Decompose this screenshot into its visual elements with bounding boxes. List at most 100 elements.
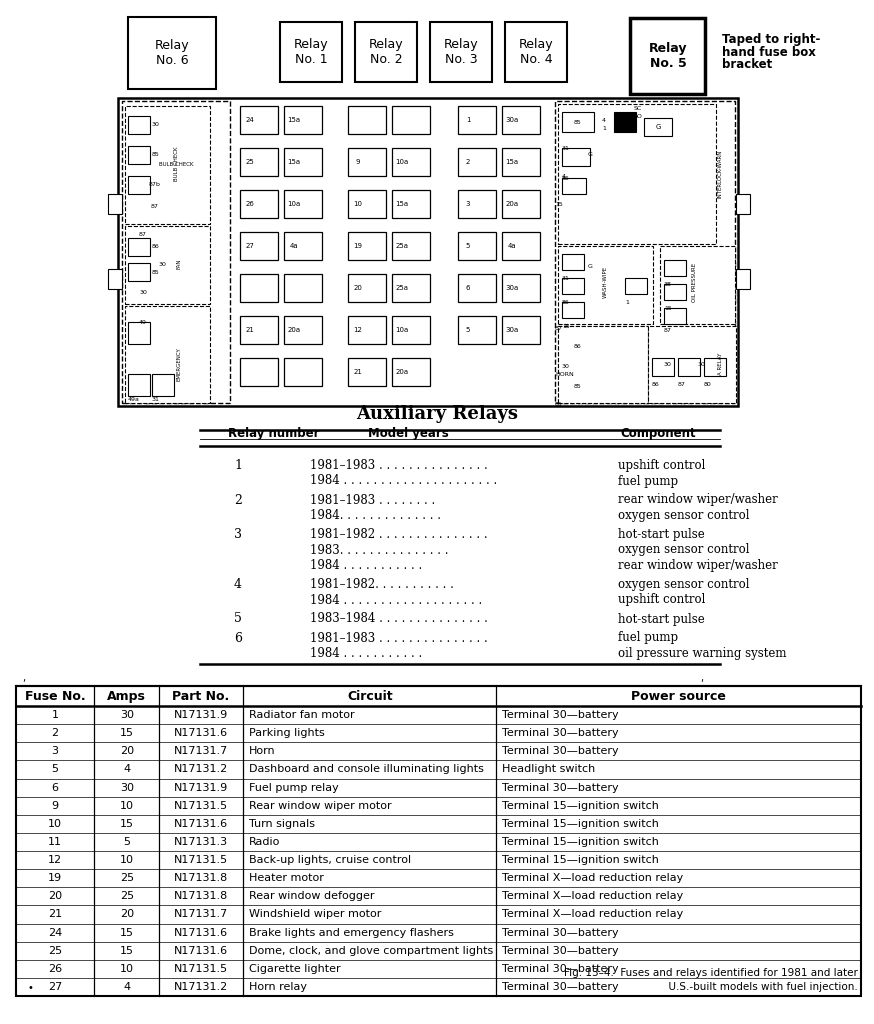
Text: N17131.9: N17131.9 xyxy=(174,782,228,793)
Text: 4: 4 xyxy=(123,982,130,992)
Text: Part No.: Part No. xyxy=(172,689,230,702)
Text: A RELAY: A RELAY xyxy=(718,353,723,375)
Bar xyxy=(562,254,584,270)
Bar xyxy=(652,358,674,376)
Text: Relay
No. 4: Relay No. 4 xyxy=(518,38,553,66)
Bar xyxy=(108,269,122,289)
Bar xyxy=(736,269,750,289)
Text: 27: 27 xyxy=(48,982,62,992)
Bar xyxy=(458,190,496,218)
Bar xyxy=(625,278,647,294)
Text: 4: 4 xyxy=(562,174,566,179)
Text: Brake lights and emergency flashers: Brake lights and emergency flashers xyxy=(249,928,454,938)
Text: 20: 20 xyxy=(120,909,134,920)
Text: 3: 3 xyxy=(466,201,470,207)
Bar xyxy=(122,101,230,403)
Text: 6: 6 xyxy=(234,632,242,644)
Text: N17131.5: N17131.5 xyxy=(174,855,228,865)
Text: 6: 6 xyxy=(52,782,59,793)
Text: 10: 10 xyxy=(120,801,134,811)
Text: 9: 9 xyxy=(52,801,59,811)
Bar xyxy=(686,355,716,375)
Text: Terminal X—load reduction relay: Terminal X—load reduction relay xyxy=(503,891,683,901)
Bar xyxy=(128,263,150,281)
Text: 21: 21 xyxy=(48,909,62,920)
Text: 1: 1 xyxy=(602,126,606,130)
Text: BULB CHECK: BULB CHECK xyxy=(159,162,193,167)
Bar xyxy=(562,278,584,294)
Text: N17131.7: N17131.7 xyxy=(174,909,228,920)
Bar xyxy=(16,686,861,996)
Text: Headlight switch: Headlight switch xyxy=(503,765,596,774)
Text: 87b: 87b xyxy=(149,182,161,187)
Text: 2: 2 xyxy=(234,494,242,507)
Text: 25a: 25a xyxy=(396,285,408,291)
Text: Radiator fan motor: Radiator fan motor xyxy=(249,710,355,720)
Bar xyxy=(664,308,686,324)
Text: 49a: 49a xyxy=(128,397,140,402)
Text: Rear window wiper motor: Rear window wiper motor xyxy=(249,801,392,811)
Text: 20a: 20a xyxy=(505,201,518,207)
Text: Relay
No. 1: Relay No. 1 xyxy=(294,38,329,66)
Text: 20a: 20a xyxy=(288,327,301,333)
Bar xyxy=(502,316,540,344)
Text: upshift control: upshift control xyxy=(618,459,705,472)
Text: 15: 15 xyxy=(120,728,134,738)
Bar xyxy=(558,326,648,403)
Text: Relay
No. 3: Relay No. 3 xyxy=(444,38,478,66)
Text: hot-start pulse: hot-start pulse xyxy=(618,528,704,541)
Text: Fuel pump relay: Fuel pump relay xyxy=(249,782,339,793)
Text: 21: 21 xyxy=(246,327,254,333)
Bar xyxy=(392,274,430,302)
Text: SC: SC xyxy=(634,105,642,111)
Bar xyxy=(240,232,278,260)
Text: 30: 30 xyxy=(139,290,147,295)
Text: 4: 4 xyxy=(123,765,130,774)
Bar xyxy=(355,22,417,82)
Text: Terminal 15—ignition switch: Terminal 15—ignition switch xyxy=(503,837,659,847)
Text: G: G xyxy=(587,152,593,157)
Bar xyxy=(562,112,594,132)
Text: 86: 86 xyxy=(573,343,581,348)
Bar xyxy=(284,316,322,344)
Text: 86: 86 xyxy=(562,299,570,304)
Text: 5: 5 xyxy=(466,327,470,333)
Text: 3: 3 xyxy=(52,746,59,757)
Text: 1: 1 xyxy=(466,117,470,123)
Bar xyxy=(125,306,210,403)
Text: 11: 11 xyxy=(48,837,62,847)
Bar xyxy=(125,226,210,304)
Text: 6: 6 xyxy=(466,285,470,291)
Text: N17131.6: N17131.6 xyxy=(174,819,228,828)
Text: Fuse No.: Fuse No. xyxy=(24,689,86,702)
Text: 1981–1983 . . . . . . . . . . . . . . .: 1981–1983 . . . . . . . . . . . . . . . xyxy=(310,459,488,472)
Text: 1981–1983 . . . . . . . . . . . . . . .: 1981–1983 . . . . . . . . . . . . . . . xyxy=(310,632,488,644)
Text: bracket: bracket xyxy=(722,58,773,72)
Text: 3: 3 xyxy=(234,528,242,541)
Text: 85: 85 xyxy=(151,153,159,158)
Text: 87: 87 xyxy=(555,327,563,332)
Bar xyxy=(128,238,150,256)
Text: Terminal 15—ignition switch: Terminal 15—ignition switch xyxy=(503,801,659,811)
Text: FAN: FAN xyxy=(177,259,182,269)
Bar xyxy=(502,190,540,218)
Text: Circuit: Circuit xyxy=(347,689,392,702)
Bar xyxy=(562,376,592,396)
Text: 2: 2 xyxy=(52,728,59,738)
Text: 5: 5 xyxy=(52,765,59,774)
Text: 26: 26 xyxy=(48,964,62,974)
Text: Windshield wiper motor: Windshield wiper motor xyxy=(249,909,381,920)
Bar xyxy=(458,316,496,344)
Bar xyxy=(240,106,278,134)
Bar xyxy=(555,101,735,403)
Text: rear window wiper/washer: rear window wiper/washer xyxy=(618,559,778,572)
Text: 1984 . . . . . . . . . . . . . . . . . . . . .: 1984 . . . . . . . . . . . . . . . . . .… xyxy=(310,474,497,487)
Text: 19: 19 xyxy=(353,243,363,249)
Text: 31: 31 xyxy=(152,397,160,402)
Bar xyxy=(458,106,496,134)
Text: 87: 87 xyxy=(139,231,147,237)
Bar xyxy=(392,316,430,344)
Text: 20: 20 xyxy=(120,746,134,757)
Text: 5: 5 xyxy=(123,837,130,847)
Bar xyxy=(558,246,653,324)
